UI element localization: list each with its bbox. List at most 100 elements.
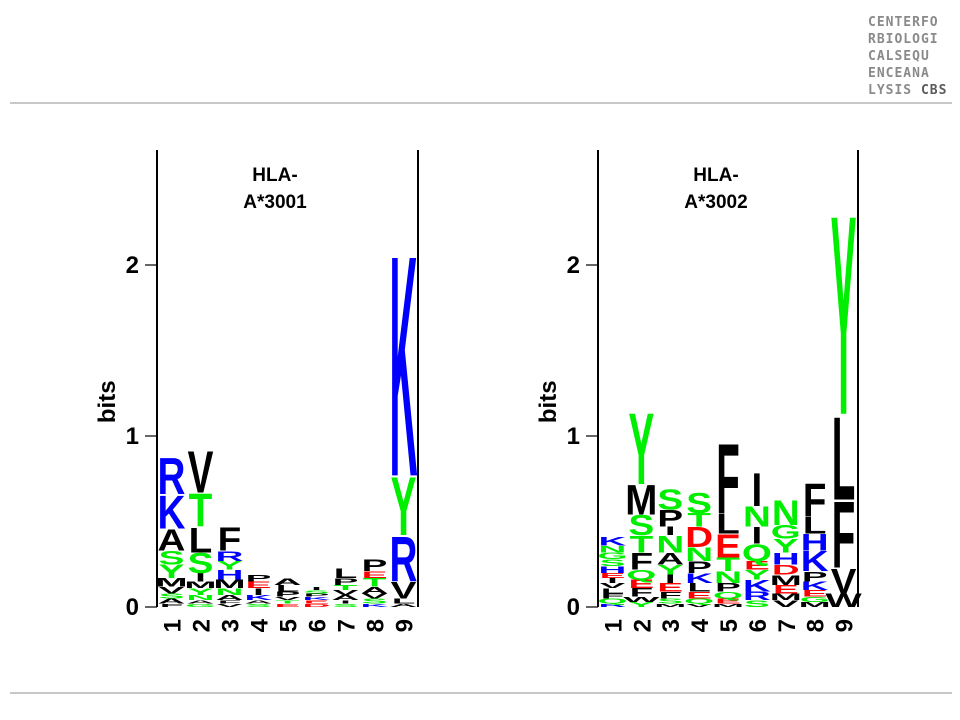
residue-letter: F — [630, 586, 654, 599]
residue-letter: T — [687, 510, 711, 531]
residue-letter: S — [159, 547, 185, 568]
residue-letter: S — [657, 484, 683, 516]
residue-letter: Y — [159, 561, 185, 582]
residue-letter: H — [801, 529, 829, 556]
x-tick-label: 4 — [247, 618, 274, 632]
residue-letter: V — [333, 589, 359, 597]
residue-letter: A — [245, 599, 273, 604]
residue-letter: E — [304, 599, 330, 604]
residue-letter: G — [597, 551, 627, 562]
residue-letter: S — [744, 599, 770, 610]
residue-letter: Y — [744, 567, 770, 583]
x-tick-label: 1 — [160, 619, 187, 632]
residue-letter: P — [333, 576, 359, 586]
residue-letter: D — [772, 562, 800, 578]
residue-letter: E — [600, 572, 626, 580]
residue-letter: V — [188, 439, 214, 505]
residue-letter: F — [630, 548, 654, 575]
residue-letter: Y — [831, 157, 857, 475]
residue-letter: N — [187, 594, 215, 602]
residue-letter: S — [600, 557, 626, 568]
residue-letter: F — [601, 592, 625, 600]
y-axis-label: bits — [535, 380, 562, 423]
residue-letter: T — [189, 485, 213, 538]
residue-letter: W — [825, 591, 862, 612]
residue-letter: K — [743, 577, 772, 596]
residue-letter: S — [246, 603, 272, 608]
y-tick-label: 0 — [126, 594, 139, 621]
residue-letter: W — [623, 595, 661, 603]
residue-letter: V — [362, 592, 388, 600]
y-axis-label: bits — [94, 380, 121, 423]
residue-letter: V — [773, 599, 799, 610]
residue-letter: I — [607, 577, 618, 585]
y-tick-label: 2 — [126, 252, 139, 279]
residue-letter: V — [275, 596, 302, 601]
residue-letter: H — [216, 567, 244, 583]
residue-letter: Y — [217, 559, 243, 572]
residue-letter: K — [599, 535, 627, 548]
logo-line: CENTERFO — [868, 15, 939, 30]
residue-letter: N — [656, 531, 684, 558]
residue-letter: S — [333, 603, 359, 608]
residue-letter: M — [770, 573, 802, 589]
residue-letter: F — [658, 590, 682, 601]
residue-letter: L — [687, 581, 711, 594]
residue-letter: L — [189, 520, 213, 560]
residue-letter: T — [334, 583, 358, 591]
residue-letter: M — [155, 576, 187, 589]
residue-letter: G — [771, 522, 801, 543]
residue-letter: L — [716, 508, 740, 540]
residue-letter: E — [275, 603, 301, 608]
residue-letter: F — [160, 603, 184, 608]
chart-title-line-1: HLA- — [693, 165, 738, 186]
residue-letter: R — [390, 524, 418, 595]
residue-letter: E — [628, 578, 654, 591]
residue-letter: M — [799, 601, 831, 609]
residue-letter: I — [752, 464, 763, 517]
residue-letter: L — [392, 597, 416, 605]
y-tick-label: 1 — [567, 423, 580, 450]
x-tick-label: 3 — [218, 619, 245, 632]
residue-letter: Y — [628, 601, 654, 609]
residue-letter: N — [772, 492, 800, 532]
logo-panel-1: 012bitsHLA-A*30011FASVMYSAKR2GANYMISLTV3… — [94, 150, 419, 632]
residue-letter: R — [216, 549, 244, 565]
residue-letter: T — [363, 576, 387, 589]
residue-letter: S — [628, 510, 654, 542]
x-tick-label: 6 — [305, 619, 332, 632]
x-tick-label: 2 — [189, 619, 216, 632]
residue-letter: P — [802, 569, 828, 585]
residue-letter: E — [715, 597, 741, 605]
residue-letter: K — [158, 487, 186, 540]
residue-letter: I — [195, 571, 206, 584]
residue-letter: P — [362, 557, 388, 575]
residue-letter: P — [275, 590, 301, 598]
residue-letter: I — [752, 522, 763, 549]
residue-letter: K — [685, 571, 713, 587]
top-divider — [10, 102, 952, 104]
cbs-logo: CENTERFO RBIOLOGI CALSEQU ENCEANA LYSIS … — [868, 14, 954, 99]
x-tick-label: 9 — [392, 619, 419, 632]
residue-letter: N — [714, 568, 742, 587]
residue-letter: V — [831, 561, 857, 601]
residue-letter: Q — [684, 597, 714, 605]
residue-letter: Y — [188, 587, 214, 597]
residue-letter: H — [772, 550, 800, 569]
residue-letter: Q — [597, 597, 627, 605]
residue-letter: S — [657, 597, 683, 605]
residue-letter: I — [665, 525, 676, 538]
residue-letter: I — [340, 599, 351, 604]
residue-letter: T — [630, 531, 654, 558]
logo-line-text: LYSIS — [868, 83, 913, 98]
x-tick-label: 7 — [774, 619, 801, 632]
x-tick-label: 2 — [629, 619, 656, 632]
x-tick-label: 4 — [687, 618, 714, 632]
residue-letter: E — [744, 559, 770, 572]
chart-title-line-1: HLA- — [252, 165, 297, 186]
residue-letter: A — [216, 594, 244, 602]
residue-letter: A — [158, 597, 186, 605]
residue-letter: E — [246, 580, 272, 590]
residue-letter: H — [599, 564, 627, 575]
